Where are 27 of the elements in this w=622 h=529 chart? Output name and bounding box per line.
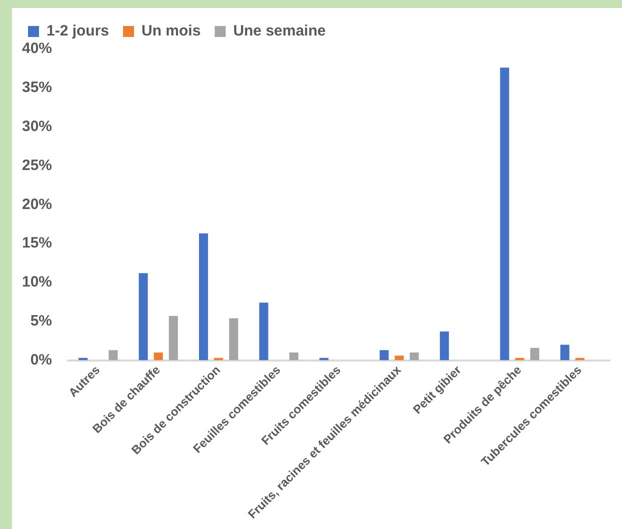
- bar: [410, 352, 419, 360]
- bar: [500, 68, 510, 360]
- y-tick-label: 10%: [22, 274, 52, 291]
- y-tick-label: 0%: [30, 351, 52, 368]
- y-tick-label: 5%: [30, 312, 52, 330]
- legend-label: 1-2 jours: [46, 22, 110, 40]
- bar: [530, 348, 540, 360]
- y-tick-label: 40%: [22, 40, 52, 58]
- bar: [380, 350, 389, 360]
- bar: [199, 233, 208, 360]
- y-tick-label: 35%: [22, 79, 52, 96]
- y-tick-label: 25%: [22, 156, 52, 174]
- bar: [289, 352, 298, 360]
- bar: [259, 302, 268, 360]
- legend-label: Une semaine: [233, 22, 326, 40]
- bar: [168, 316, 178, 360]
- bar: [138, 273, 148, 360]
- bar: [394, 356, 404, 360]
- legend-label: Un mois: [142, 22, 201, 40]
- bar: [560, 344, 570, 360]
- bar: [440, 331, 449, 360]
- y-tick-label: 30%: [22, 118, 52, 135]
- bar: [154, 352, 163, 360]
- y-tick-label: 15%: [22, 234, 52, 252]
- bar: [229, 318, 238, 360]
- bar: [108, 350, 118, 360]
- y-tick-label: 20%: [22, 196, 52, 213]
